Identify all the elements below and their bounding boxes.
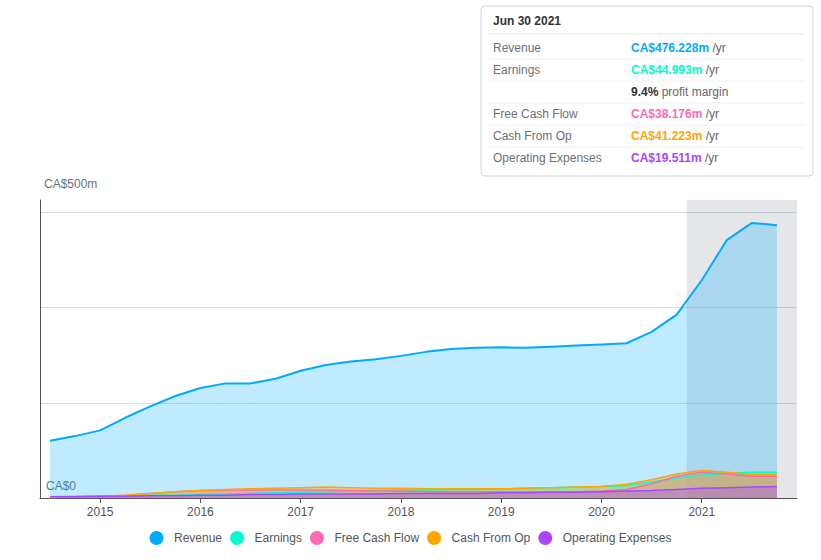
svg-text:2016: 2016 <box>187 505 214 519</box>
svg-text:2021: 2021 <box>688 505 715 519</box>
svg-text:Free Cash Flow: Free Cash Flow <box>334 531 419 545</box>
svg-text:/yr: /yr <box>702 129 719 143</box>
svg-text:Operating Expenses: Operating Expenses <box>563 531 672 545</box>
svg-text:Earnings: Earnings <box>255 531 302 545</box>
svg-text:CA$41.223m: CA$41.223m <box>631 129 702 143</box>
svg-text:Earnings: Earnings <box>493 63 540 77</box>
svg-text:Revenue: Revenue <box>493 41 541 55</box>
svg-text:2019: 2019 <box>488 505 515 519</box>
svg-text:2020: 2020 <box>588 505 615 519</box>
svg-text:profit margin: profit margin <box>658 85 728 99</box>
svg-text:Free Cash Flow: Free Cash Flow <box>493 107 578 121</box>
svg-text:CA$19.511m: CA$19.511m <box>631 151 702 165</box>
svg-text:/yr: /yr <box>702 63 719 77</box>
svg-text:/yr: /yr <box>702 107 719 121</box>
svg-text:9.4%: 9.4% <box>631 85 659 99</box>
svg-text:2017: 2017 <box>287 505 314 519</box>
svg-text:CA$500m: CA$500m <box>44 177 97 191</box>
svg-text:2018: 2018 <box>388 505 415 519</box>
svg-text:CA$476.228m: CA$476.228m <box>631 41 709 55</box>
svg-text:Cash From Op: Cash From Op <box>452 531 531 545</box>
svg-text:2015: 2015 <box>87 505 114 519</box>
svg-text:CA$38.176m: CA$38.176m <box>631 107 702 121</box>
svg-text:/yr: /yr <box>709 41 726 55</box>
svg-text:Jun 30 2021: Jun 30 2021 <box>493 14 561 28</box>
svg-text:Cash From Op: Cash From Op <box>493 129 572 143</box>
svg-text:Revenue: Revenue <box>174 531 222 545</box>
svg-text:Operating Expenses: Operating Expenses <box>493 151 602 165</box>
svg-text:/yr: /yr <box>702 151 719 165</box>
svg-text:CA$44.993m: CA$44.993m <box>631 63 702 77</box>
